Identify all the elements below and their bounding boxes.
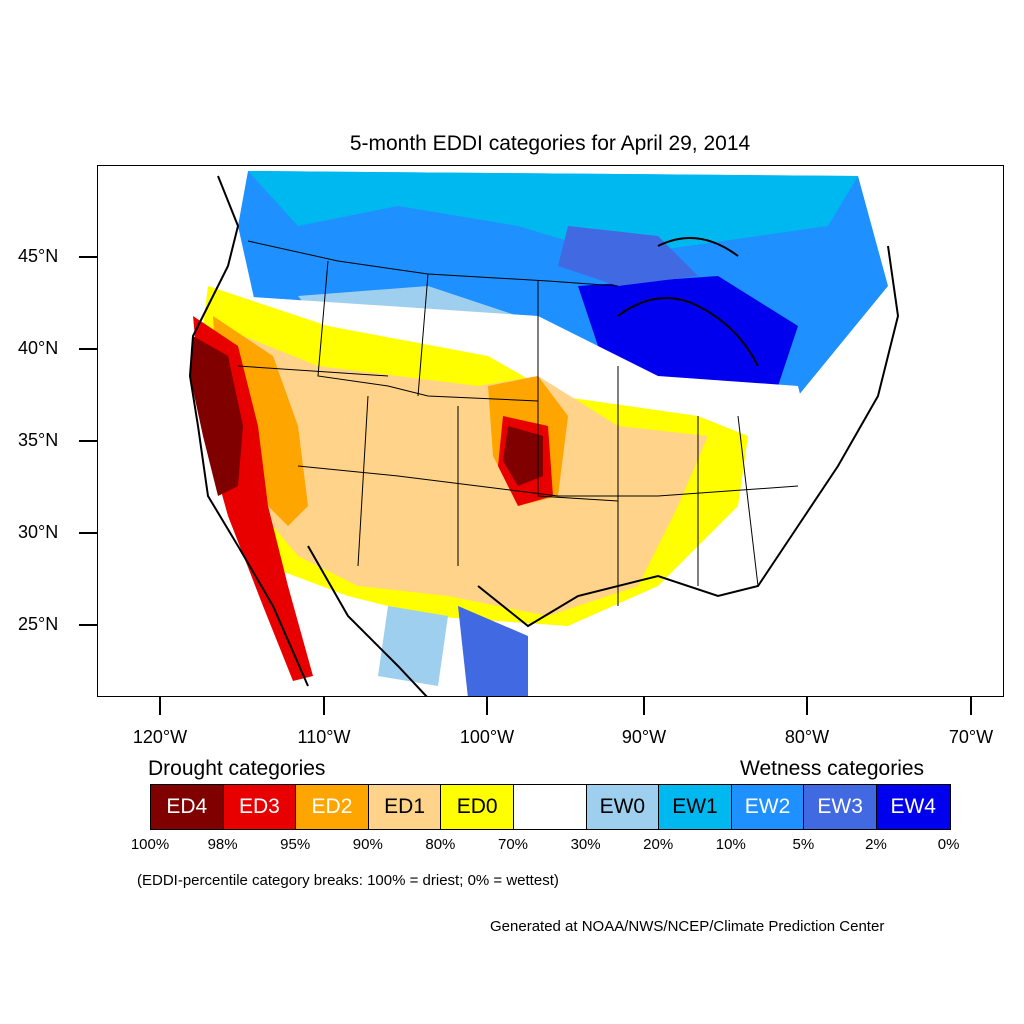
percentile-label: 80% xyxy=(425,836,456,853)
credit-line: Generated at NOAA/NWS/NCEP/Climate Predi… xyxy=(490,918,885,935)
x-label-80: 80°W xyxy=(784,727,830,747)
ew3-patches xyxy=(558,226,698,286)
x-label-90: 90°W xyxy=(621,727,667,747)
coastline xyxy=(188,175,900,696)
percentile-label: 30% xyxy=(570,836,601,853)
x-tick-110 xyxy=(323,697,325,715)
ed1-region xyxy=(218,326,708,616)
y-label-30: 30°N xyxy=(18,522,59,542)
wetness-region-light xyxy=(248,171,858,256)
ew3-gulf xyxy=(458,606,528,696)
percentile-label: 2% xyxy=(865,836,887,853)
y-label-35: 35°N xyxy=(18,430,59,450)
category-legend: ED4 ED3 ED2 ED1 ED0 EW0 EW1 EW2 EW3 EW4 xyxy=(150,784,951,830)
x-tick-120 xyxy=(159,697,161,715)
map-graphic xyxy=(188,171,900,696)
legend-box-ew1: EW1 xyxy=(659,785,732,829)
percentile-label: 70% xyxy=(497,836,529,853)
eddi-map xyxy=(97,165,1004,697)
borders xyxy=(237,240,799,606)
x-tick-80 xyxy=(806,697,808,715)
legend-box-neutral xyxy=(513,785,587,829)
percentile-label: 98% xyxy=(207,836,238,853)
ew0-southwest xyxy=(378,606,448,686)
percentile-label: 90% xyxy=(352,836,383,853)
percentile-label: 5% xyxy=(792,836,815,853)
drought-heading: Drought categories xyxy=(148,757,326,780)
y-tick-35 xyxy=(79,440,97,442)
x-tick-100 xyxy=(486,697,488,715)
ed4-region xyxy=(190,336,243,496)
percentile-label: 20% xyxy=(643,836,674,853)
legend-box-ew4: EW4 xyxy=(876,785,950,829)
legend-box-ew3: EW3 xyxy=(804,785,877,829)
x-label-110: 110°W xyxy=(297,727,351,747)
y-label-25: 25°N xyxy=(18,614,59,634)
percentile-label: 95% xyxy=(280,836,311,853)
wetness-region-great-lakes xyxy=(578,276,798,391)
category-note: (EDDI-percentile category breaks: 100% =… xyxy=(137,872,559,889)
x-tick-70 xyxy=(970,697,972,715)
x-label-100: 100°W xyxy=(459,727,515,747)
legend-box-ed4: ED4 xyxy=(151,785,224,829)
x-label-120: 120°W xyxy=(132,727,188,747)
ed4-region-plains xyxy=(503,426,543,486)
y-tick-40 xyxy=(79,348,97,350)
x-label-70: 70°W xyxy=(948,727,994,747)
y-label-40: 40°N xyxy=(18,338,59,358)
percentile-label: 0% xyxy=(937,836,960,853)
x-tick-90 xyxy=(643,697,645,715)
legend-box-ed1: ED1 xyxy=(368,785,442,829)
legend-box-ed0: ED0 xyxy=(441,785,514,829)
y-label-45: 45°N xyxy=(18,246,59,266)
legend-box-ed3: ED3 xyxy=(223,785,297,829)
percentile-label: 100% xyxy=(130,836,170,853)
y-tick-30 xyxy=(79,532,97,534)
map-title: 5-month EDDI categories for April 29, 20… xyxy=(349,132,751,155)
y-tick-45 xyxy=(79,256,97,258)
legend-box-ed2: ED2 xyxy=(296,785,369,829)
wetness-heading: Wetness categories xyxy=(740,757,925,780)
y-tick-25 xyxy=(79,624,97,626)
percentile-label: 10% xyxy=(715,836,746,853)
legend-box-ew0: EW0 xyxy=(586,785,660,829)
legend-box-ew2: EW2 xyxy=(731,785,805,829)
